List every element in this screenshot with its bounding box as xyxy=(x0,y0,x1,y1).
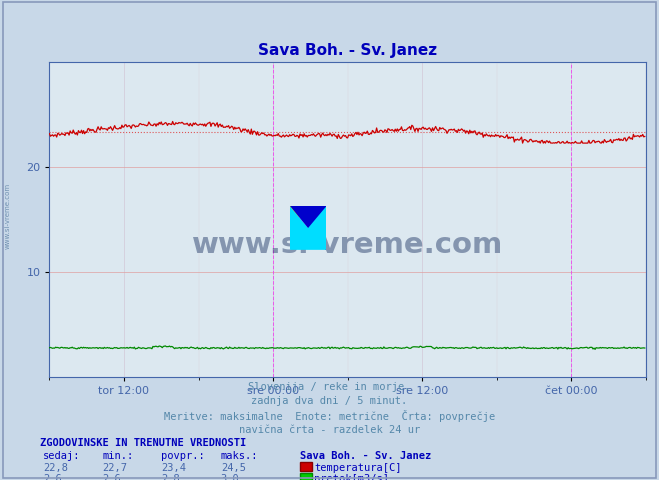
Text: povpr.:: povpr.: xyxy=(161,451,205,461)
Text: Meritve: maksimalne  Enote: metrične  Črta: povprečje: Meritve: maksimalne Enote: metrične Črta… xyxy=(164,410,495,422)
Polygon shape xyxy=(290,206,326,250)
Polygon shape xyxy=(290,206,326,250)
Text: maks.:: maks.: xyxy=(221,451,258,461)
Text: 2,6: 2,6 xyxy=(43,474,61,480)
Text: navična črta - razdelek 24 ur: navična črta - razdelek 24 ur xyxy=(239,425,420,435)
Text: 23,4: 23,4 xyxy=(161,463,186,473)
Text: ZGODOVINSKE IN TRENUTNE VREDNOSTI: ZGODOVINSKE IN TRENUTNE VREDNOSTI xyxy=(40,438,246,448)
Text: min.:: min.: xyxy=(102,451,133,461)
Text: 2,6: 2,6 xyxy=(102,474,121,480)
Text: Slovenija / reke in morje.: Slovenija / reke in morje. xyxy=(248,382,411,392)
Text: 24,5: 24,5 xyxy=(221,463,246,473)
Text: zadnja dva dni / 5 minut.: zadnja dva dni / 5 minut. xyxy=(251,396,408,406)
Text: Sava Boh. - Sv. Janez: Sava Boh. - Sv. Janez xyxy=(300,451,431,461)
Polygon shape xyxy=(290,206,326,250)
Text: 22,7: 22,7 xyxy=(102,463,127,473)
Text: pretok[m3/s]: pretok[m3/s] xyxy=(314,474,389,480)
Text: 2,8: 2,8 xyxy=(161,474,180,480)
Text: www.si-vreme.com: www.si-vreme.com xyxy=(5,183,11,249)
Text: temperatura[C]: temperatura[C] xyxy=(314,463,402,473)
Text: sedaj:: sedaj: xyxy=(43,451,80,461)
Title: Sava Boh. - Sv. Janez: Sava Boh. - Sv. Janez xyxy=(258,44,437,59)
Text: 3,0: 3,0 xyxy=(221,474,239,480)
Polygon shape xyxy=(290,206,308,228)
Text: 22,8: 22,8 xyxy=(43,463,68,473)
Text: www.si-vreme.com: www.si-vreme.com xyxy=(192,231,503,259)
